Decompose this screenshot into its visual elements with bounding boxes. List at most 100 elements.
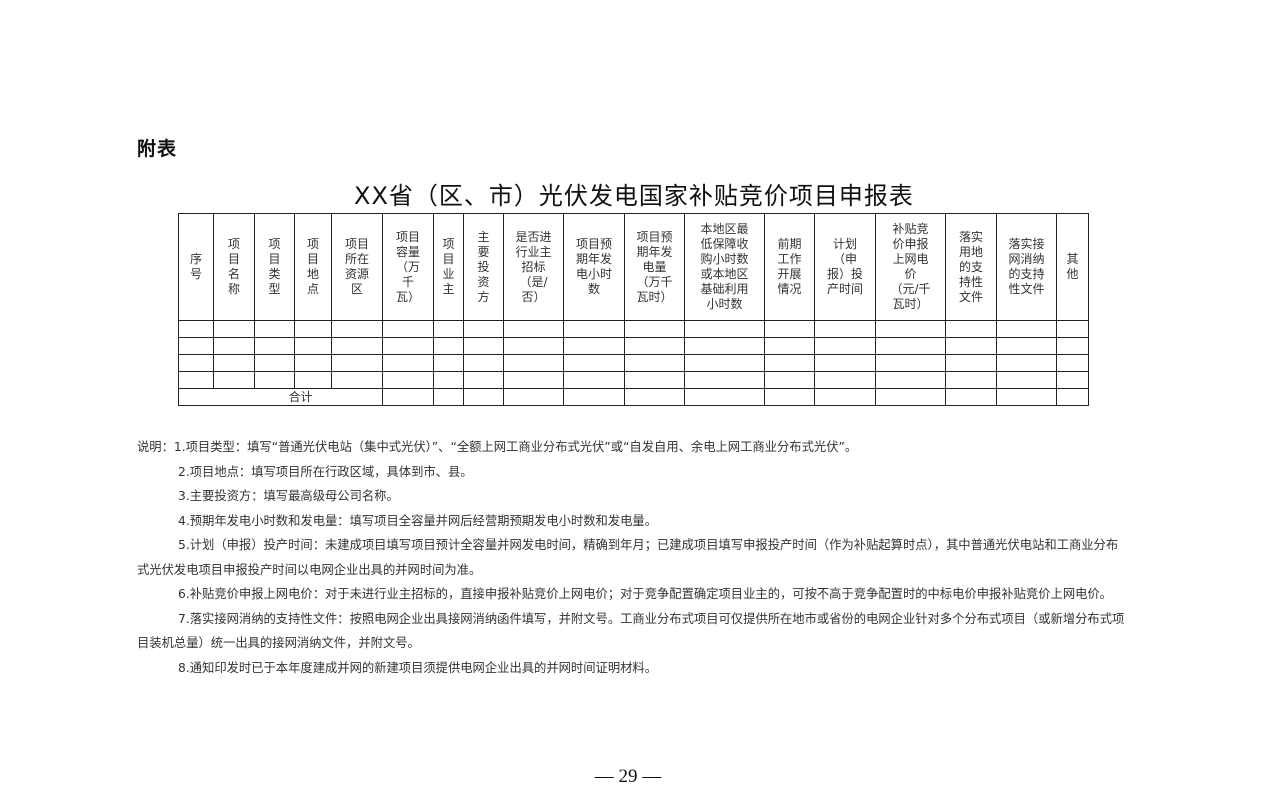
table-cell[interactable] <box>814 320 876 338</box>
table-cell[interactable] <box>213 371 255 389</box>
table-cell[interactable] <box>331 337 383 355</box>
table-cell[interactable] <box>563 371 625 389</box>
table-cell[interactable] <box>382 388 434 406</box>
table-cell[interactable] <box>764 371 815 389</box>
table-cell[interactable] <box>945 388 997 406</box>
table-cell[interactable] <box>213 320 255 338</box>
table-cell[interactable] <box>684 388 765 406</box>
table-cell[interactable] <box>178 354 214 372</box>
table-cell[interactable] <box>624 388 685 406</box>
table-cell[interactable] <box>254 354 295 372</box>
table-cell[interactable] <box>875 337 946 355</box>
table-cell[interactable] <box>875 388 946 406</box>
table-cell[interactable] <box>563 337 625 355</box>
column-header: 是否进 行业主 招标 （是/ 否） <box>503 213 564 321</box>
note-item: 8.通知印发时已于本年度建成并网的新建项目须提供电网企业出具的并网时间证明材料。 <box>178 660 658 675</box>
table-cell[interactable] <box>764 320 815 338</box>
table-cell[interactable] <box>764 354 815 372</box>
table-cell[interactable] <box>331 320 383 338</box>
table-cell[interactable] <box>463 371 504 389</box>
column-header: 项 目 业 主 <box>433 213 464 321</box>
table-cell[interactable] <box>563 354 625 372</box>
table-cell[interactable] <box>624 371 685 389</box>
table-cell[interactable] <box>945 337 997 355</box>
table-cell[interactable] <box>684 320 765 338</box>
table-cell[interactable] <box>254 320 295 338</box>
table-cell[interactable] <box>178 371 214 389</box>
table-cell[interactable] <box>1056 388 1089 406</box>
table-cell[interactable] <box>382 371 434 389</box>
table-cell[interactable] <box>945 371 997 389</box>
column-header: 项 目 地 点 <box>294 213 332 321</box>
table-cell[interactable] <box>331 371 383 389</box>
table-cell[interactable] <box>624 354 685 372</box>
table-cell[interactable] <box>814 337 876 355</box>
table-cell[interactable] <box>814 388 876 406</box>
note-item: 3.主要投资方：填写最高级母公司名称。 <box>178 489 399 503</box>
column-header: 本地区最 低保障收 购小时数 或本地区 基础利用 小时数 <box>684 213 765 321</box>
table-cell[interactable] <box>382 320 434 338</box>
table-cell[interactable] <box>875 320 946 338</box>
table-cell[interactable] <box>996 354 1057 372</box>
table-cell[interactable] <box>382 354 434 372</box>
application-table: 序 号项 目 名 称项 目 类 型项 目 地 点项目 所在 资源 区项目 容量 … <box>178 213 1089 406</box>
table-cell[interactable] <box>178 337 214 355</box>
column-header: 项 目 类 型 <box>254 213 295 321</box>
note-item: 5.计划（申报）投产时间：未建成项目填写项目预计全容量并网发电时间，精确到年月；… <box>137 538 1119 577</box>
table-cell[interactable] <box>503 354 564 372</box>
table-cell[interactable] <box>382 337 434 355</box>
table-cell[interactable] <box>254 337 295 355</box>
note-item: 4.预期年发电小时数和发电量：填写项目全容量并网后经营期预期发电小时数和发电量。 <box>178 513 658 528</box>
column-header: 主 要 投 资 方 <box>463 213 504 321</box>
table-cell[interactable] <box>563 320 625 338</box>
table-cell[interactable] <box>684 371 765 389</box>
table-cell[interactable] <box>503 388 564 406</box>
table-cell[interactable] <box>996 388 1057 406</box>
table-cell[interactable] <box>945 354 997 372</box>
table-cell[interactable] <box>294 354 332 372</box>
table-cell[interactable] <box>684 337 765 355</box>
table-cell[interactable] <box>503 371 564 389</box>
table-cell[interactable] <box>764 388 815 406</box>
table-cell[interactable] <box>433 320 464 338</box>
table-cell[interactable] <box>1056 354 1089 372</box>
table-cell[interactable] <box>294 320 332 338</box>
column-header: 项 目 名 称 <box>213 213 255 321</box>
table-cell[interactable] <box>503 320 564 338</box>
column-header: 其 他 <box>1056 213 1089 321</box>
table-cell[interactable] <box>433 371 464 389</box>
table-cell[interactable] <box>1056 337 1089 355</box>
table-cell[interactable] <box>331 354 383 372</box>
table-cell[interactable] <box>213 337 255 355</box>
table-cell[interactable] <box>624 320 685 338</box>
table-cell[interactable] <box>1056 320 1089 338</box>
table-row <box>178 320 1089 338</box>
table-cell[interactable] <box>996 337 1057 355</box>
table-cell[interactable] <box>503 337 564 355</box>
table-cell[interactable] <box>463 320 504 338</box>
table-cell[interactable] <box>624 337 685 355</box>
table-cell[interactable] <box>875 354 946 372</box>
table-cell[interactable] <box>463 354 504 372</box>
table-cell[interactable] <box>996 371 1057 389</box>
table-cell[interactable] <box>294 371 332 389</box>
table-cell[interactable] <box>814 371 876 389</box>
table-cell[interactable] <box>1056 371 1089 389</box>
table-cell[interactable] <box>563 388 625 406</box>
column-header: 前期 工作 开展 情况 <box>764 213 815 321</box>
table-cell[interactable] <box>684 354 765 372</box>
table-cell[interactable] <box>433 354 464 372</box>
table-cell[interactable] <box>945 320 997 338</box>
table-cell[interactable] <box>996 320 1057 338</box>
table-cell[interactable] <box>814 354 876 372</box>
table-cell[interactable] <box>213 354 255 372</box>
table-cell[interactable] <box>433 337 464 355</box>
table-cell[interactable] <box>764 337 815 355</box>
table-cell[interactable] <box>463 388 504 406</box>
table-cell[interactable] <box>875 371 946 389</box>
table-cell[interactable] <box>463 337 504 355</box>
table-cell[interactable] <box>433 388 464 406</box>
table-cell[interactable] <box>178 320 214 338</box>
table-cell[interactable] <box>254 371 295 389</box>
table-cell[interactable] <box>294 337 332 355</box>
